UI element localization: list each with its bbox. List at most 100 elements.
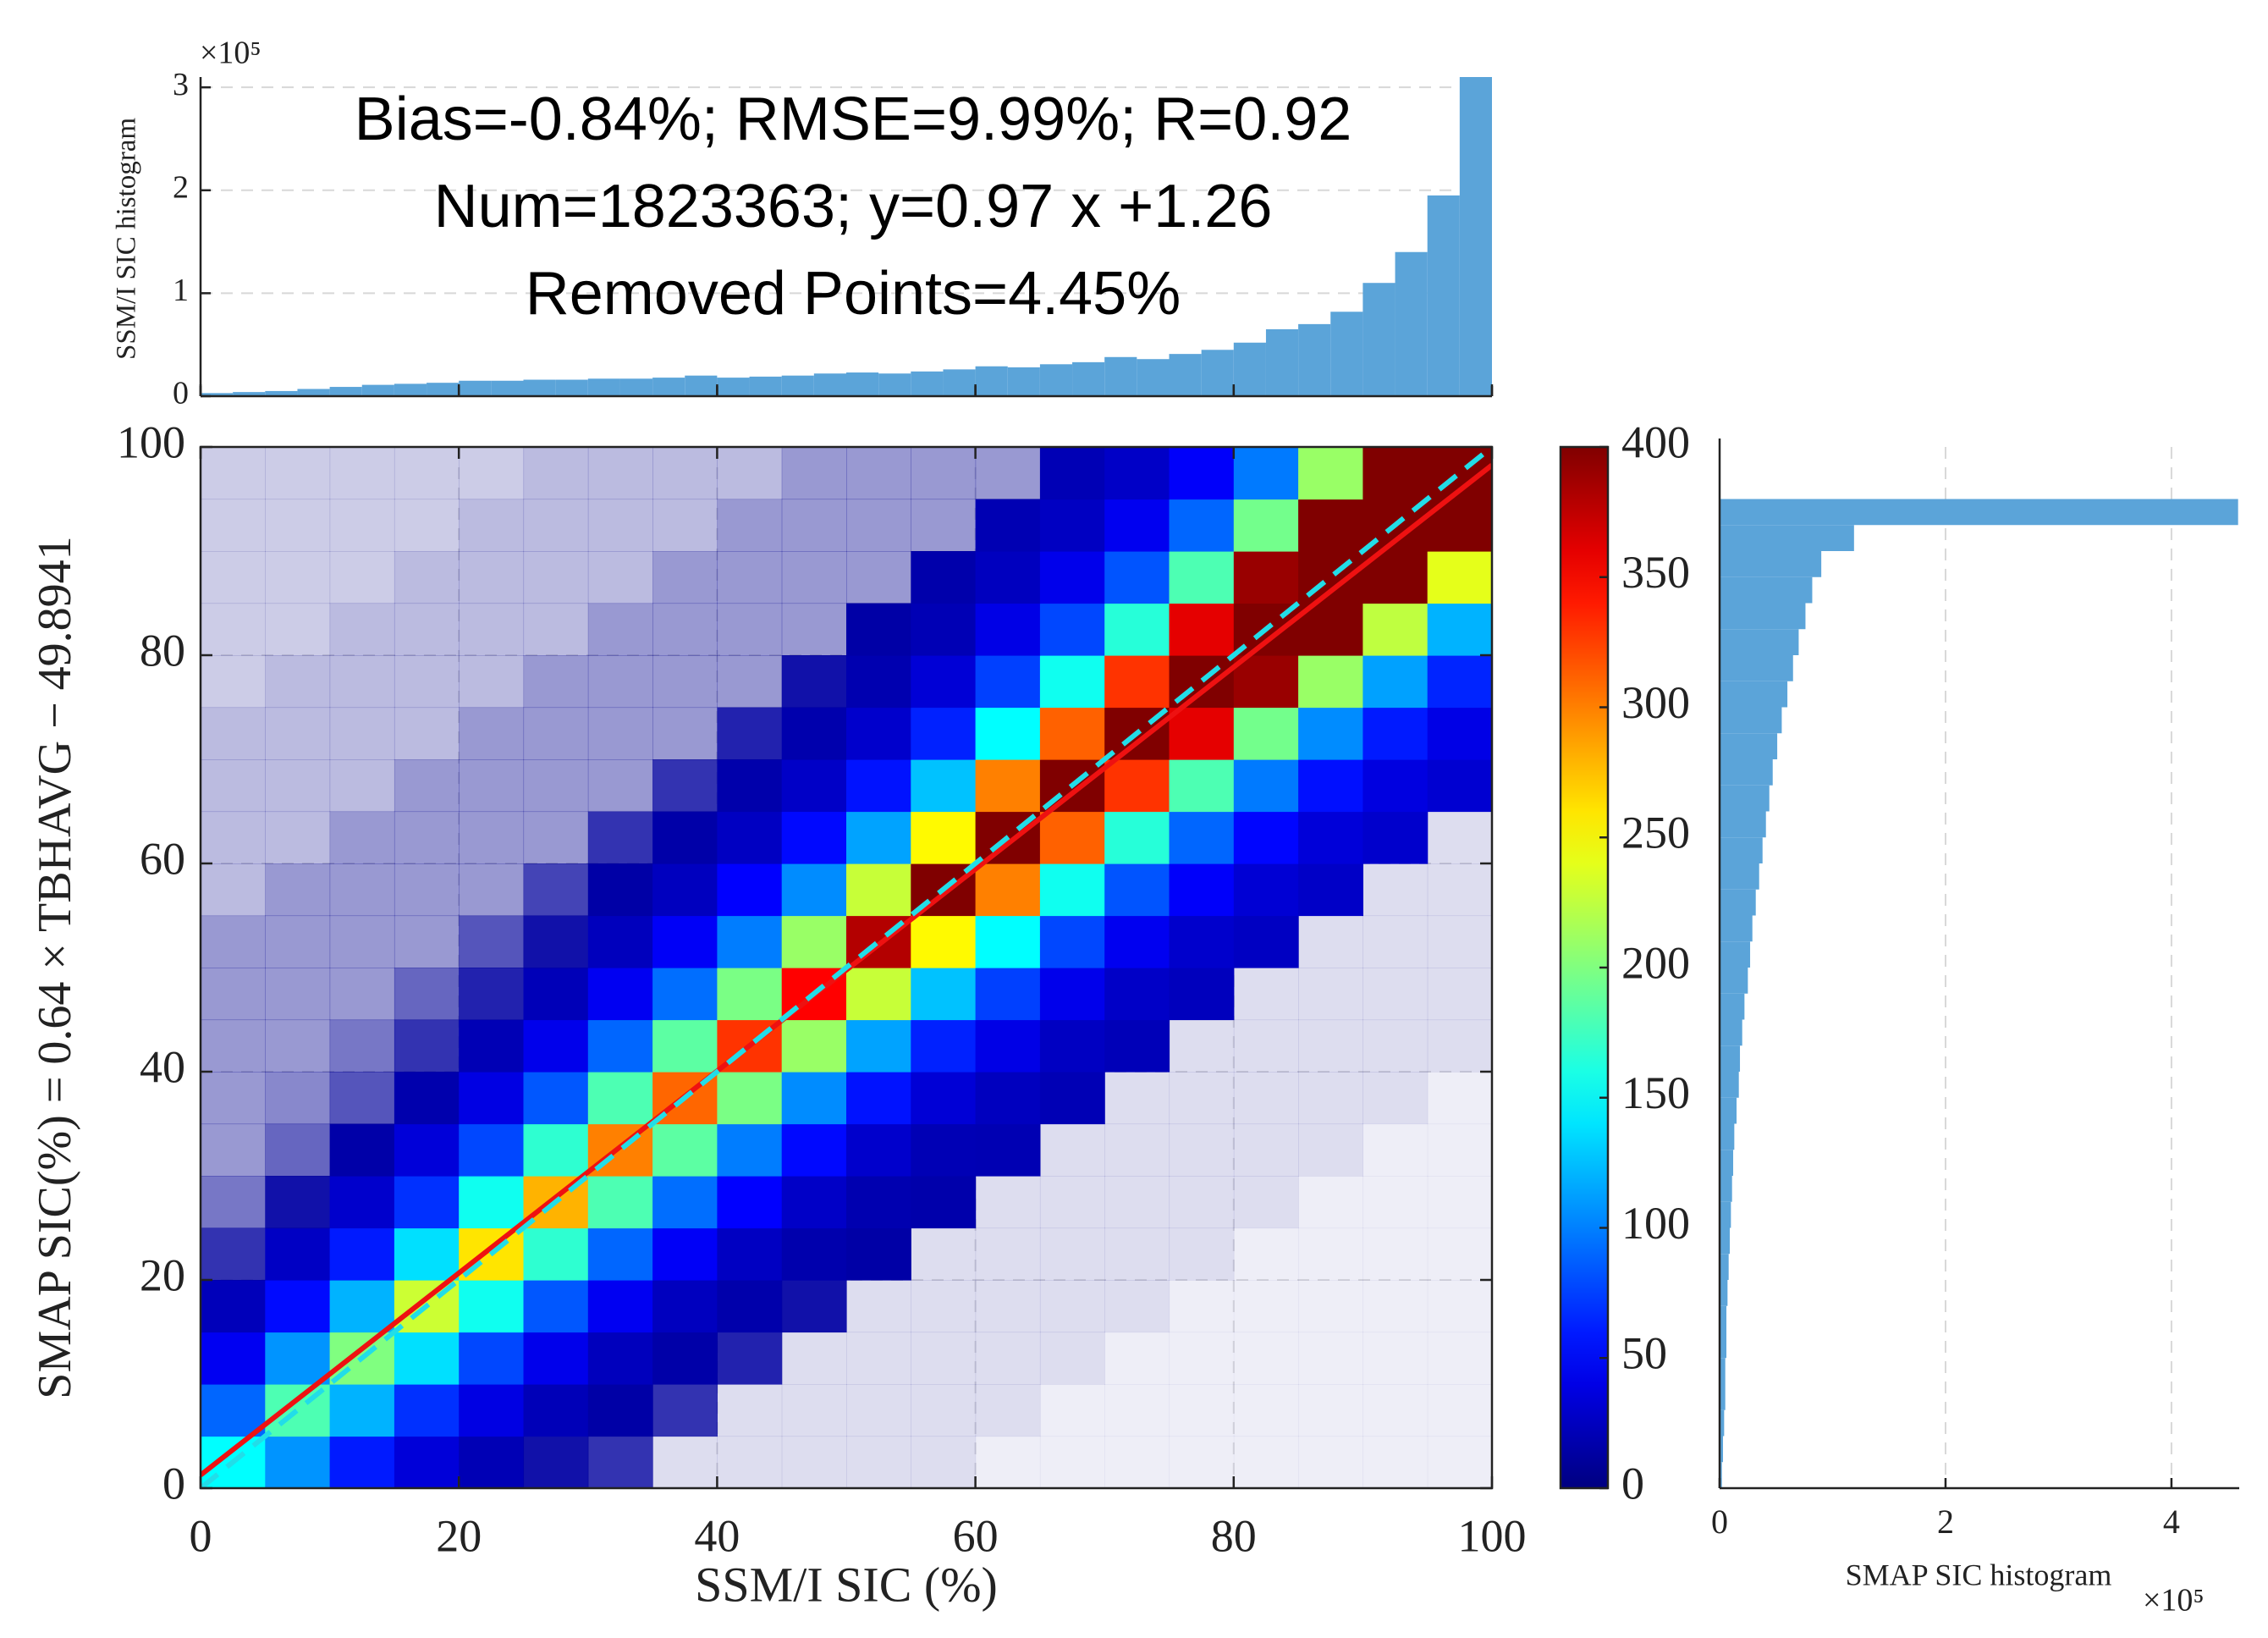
y-tick-label: 0 bbox=[173, 376, 189, 411]
density-cell bbox=[1362, 968, 1429, 1021]
density-cell bbox=[781, 1123, 847, 1177]
density-cell bbox=[459, 915, 525, 968]
density-cell bbox=[717, 759, 783, 813]
hist-bar bbox=[1362, 283, 1395, 396]
density-cell bbox=[1039, 551, 1105, 604]
x-tick-label: 60 bbox=[953, 1510, 999, 1561]
density-cell bbox=[587, 968, 653, 1021]
density-cell bbox=[201, 1072, 266, 1125]
density-cell bbox=[523, 1227, 589, 1281]
density-cell bbox=[1104, 863, 1170, 917]
density-cell bbox=[1362, 603, 1429, 656]
density-cell bbox=[201, 968, 266, 1021]
density-cell bbox=[717, 915, 783, 968]
density-cell bbox=[459, 1280, 525, 1333]
density-cell bbox=[1233, 915, 1299, 968]
density-cell bbox=[1169, 1123, 1235, 1177]
density-cell bbox=[329, 1227, 395, 1281]
density-cell bbox=[329, 968, 395, 1021]
density-cell bbox=[652, 1280, 718, 1333]
density-cell bbox=[911, 1384, 977, 1437]
density-cell bbox=[846, 863, 911, 917]
hist-bar bbox=[1720, 1150, 1734, 1176]
density-cell bbox=[523, 811, 589, 864]
density-cell bbox=[459, 551, 525, 604]
density-cell bbox=[1233, 499, 1299, 552]
density-cell bbox=[201, 707, 266, 760]
hist-bar bbox=[652, 378, 685, 396]
density-cell bbox=[652, 551, 718, 604]
density-cell bbox=[1233, 968, 1299, 1021]
density-cell bbox=[717, 968, 783, 1021]
density-cell bbox=[1233, 1332, 1299, 1385]
density-cell bbox=[1104, 655, 1170, 709]
density-cell bbox=[1039, 1019, 1105, 1073]
density-cell bbox=[394, 1123, 460, 1177]
density-cell bbox=[523, 1436, 589, 1488]
hist-bar bbox=[1720, 785, 1770, 812]
hist-bar bbox=[361, 384, 394, 396]
density-cell bbox=[265, 1280, 331, 1333]
density-cell bbox=[523, 1019, 589, 1073]
density-cell bbox=[587, 863, 653, 917]
density-cell bbox=[265, 1436, 331, 1488]
density-cell bbox=[1427, 1019, 1492, 1073]
density-cell bbox=[1427, 655, 1492, 709]
density-cell bbox=[1104, 759, 1170, 813]
density-cell bbox=[201, 1332, 266, 1385]
density-cell bbox=[1039, 707, 1105, 760]
density-cell bbox=[329, 707, 395, 760]
density-cell bbox=[1298, 447, 1363, 500]
density-cell bbox=[459, 1436, 525, 1488]
hist-bar bbox=[619, 378, 653, 396]
density-cell bbox=[329, 1123, 395, 1177]
density-cell bbox=[717, 1072, 783, 1125]
density-cell bbox=[394, 447, 460, 500]
hist-bar bbox=[749, 376, 782, 396]
density-cell bbox=[1362, 1436, 1429, 1488]
hist-multiplier: ×10⁵ bbox=[200, 36, 261, 71]
density-cell bbox=[975, 1384, 1041, 1437]
density-cell bbox=[459, 447, 525, 500]
colorbar-tick-label: 250 bbox=[1621, 808, 1690, 858]
density-cell bbox=[1169, 863, 1235, 917]
hist-bar bbox=[943, 369, 976, 396]
y-tick-label: 1 bbox=[173, 273, 189, 308]
hist-bar bbox=[1137, 359, 1170, 396]
density-cell bbox=[329, 1384, 395, 1437]
density-cell bbox=[1233, 447, 1299, 500]
density-cell bbox=[523, 1332, 589, 1385]
density-cell bbox=[1104, 447, 1170, 500]
density-cell bbox=[329, 811, 395, 864]
density-cell bbox=[781, 551, 847, 604]
colorbar-tick-label: 0 bbox=[1621, 1458, 1644, 1508]
density-cell bbox=[652, 499, 718, 552]
density-cell bbox=[1233, 759, 1299, 813]
density-cell bbox=[523, 603, 589, 656]
density-cell bbox=[1169, 1072, 1235, 1125]
density-cell bbox=[394, 759, 460, 813]
density-cell bbox=[329, 1436, 395, 1488]
density-cell bbox=[1104, 1176, 1170, 1229]
density-cell bbox=[975, 759, 1041, 813]
density-cell bbox=[1298, 863, 1363, 917]
hist-bar bbox=[1298, 323, 1331, 396]
density-cell bbox=[652, 915, 718, 968]
hist-bar bbox=[1720, 1123, 1735, 1150]
density-cell bbox=[1169, 551, 1235, 604]
density-cell bbox=[1104, 1332, 1170, 1385]
hist-bar bbox=[685, 375, 718, 396]
density-cell bbox=[329, 1019, 395, 1073]
hist-bar bbox=[1720, 1409, 1725, 1437]
hist-bar bbox=[1720, 1436, 1724, 1463]
density-cell bbox=[1039, 499, 1105, 552]
density-cell bbox=[587, 1019, 653, 1073]
hist-bar bbox=[911, 371, 944, 396]
hist-bar bbox=[1720, 1201, 1731, 1228]
density-cell bbox=[1169, 1280, 1235, 1333]
density-cell bbox=[1039, 1123, 1105, 1177]
y-tick-label: 3 bbox=[173, 67, 189, 102]
hist-bar bbox=[1720, 576, 1813, 604]
density-cell bbox=[717, 707, 783, 760]
